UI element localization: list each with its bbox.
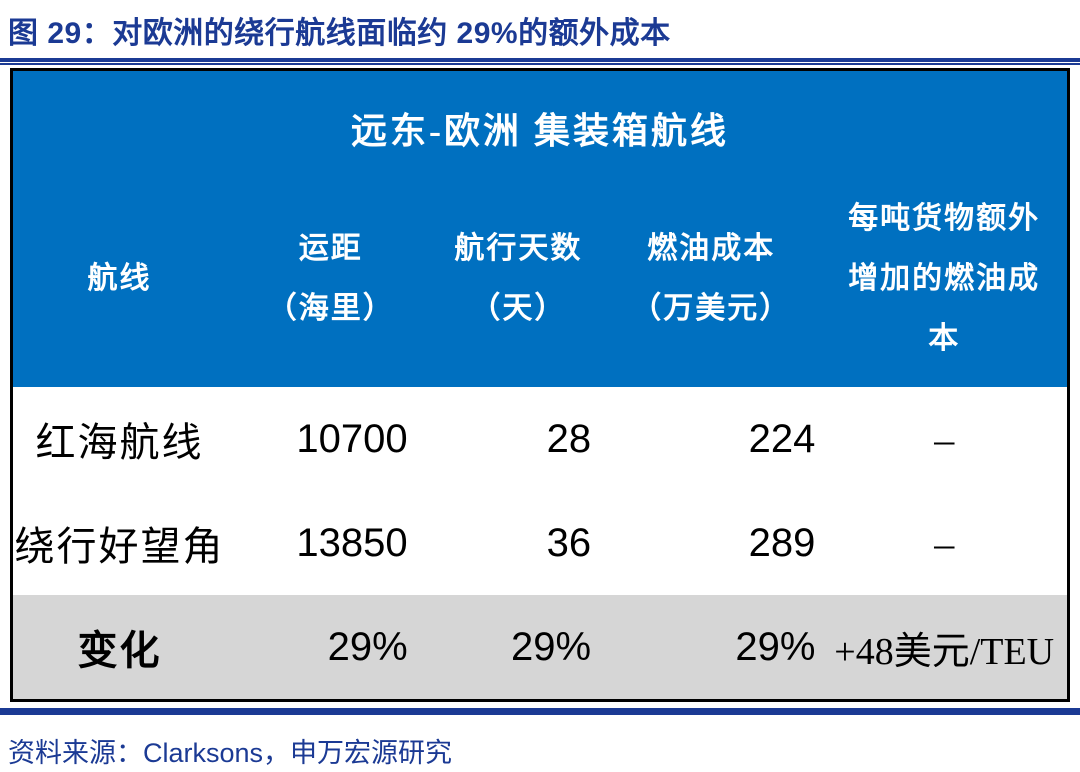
header-days-line1: 航行天数 bbox=[454, 232, 583, 265]
column-header-extra-fuel-cost: 每吨货物额外 增加的燃油成 本 bbox=[821, 181, 1067, 387]
column-header-row: 航线 运距 （海里） 航行天数 （天） 燃油成本 （万美元） bbox=[13, 181, 1067, 387]
figure-title: 图 29：对欧洲的绕行航线面临约 29%的额外成本 bbox=[8, 17, 671, 50]
cell-extra: +48美元/TEU bbox=[821, 595, 1067, 699]
cell-fuel: 29% bbox=[601, 595, 822, 699]
cell-distance: 13850 bbox=[225, 491, 436, 595]
header-days-line2: （天） bbox=[470, 292, 567, 325]
route-table: 远东-欧洲 集装箱航线 航线 运距 （海里） 航行天数 （天） 燃 bbox=[13, 71, 1067, 699]
header-extra-line1: 每吨货物额外 bbox=[848, 202, 1041, 235]
cell-extra: – bbox=[821, 491, 1067, 595]
cell-fuel: 224 bbox=[601, 387, 822, 491]
column-header-days: 航行天数 （天） bbox=[435, 181, 602, 387]
cell-route: 红海航线 bbox=[13, 387, 226, 491]
cell-days: 28 bbox=[435, 387, 602, 491]
header-extra-line2: 增加的燃油成 bbox=[848, 262, 1041, 295]
header-extra-line3: 本 bbox=[928, 322, 961, 355]
cell-extra: – bbox=[821, 387, 1067, 491]
table-row-cape-detour: 绕行好望角 13850 36 289 – bbox=[13, 491, 1067, 595]
cell-distance: 29% bbox=[225, 595, 436, 699]
report-figure-page: 图 29：对欧洲的绕行航线面临约 29%的额外成本 远东-欧洲 集装箱航线 航线 bbox=[0, 8, 1080, 772]
header-fuel-line1: 燃油成本 bbox=[647, 232, 776, 265]
header-distance-line2: （海里） bbox=[266, 292, 395, 325]
column-header-distance: 运距 （海里） bbox=[225, 181, 436, 387]
cell-fuel: 289 bbox=[601, 491, 822, 595]
bottom-rule bbox=[0, 708, 1080, 715]
header-distance-line1: 运距 bbox=[298, 232, 363, 265]
column-header-route: 航线 bbox=[13, 181, 226, 387]
source-attribution: 资料来源：Clarksons，申万宏源研究 bbox=[8, 738, 453, 768]
table-row-change: 变化 29% 29% 29% +48美元/TEU bbox=[13, 595, 1067, 699]
column-header-fuel: 燃油成本 （万美元） bbox=[601, 181, 822, 387]
cell-route: 变化 bbox=[13, 595, 226, 699]
table-title-row: 远东-欧洲 集装箱航线 bbox=[13, 71, 1067, 181]
cell-days: 29% bbox=[435, 595, 602, 699]
header-fuel-line2: （万美元） bbox=[631, 292, 792, 325]
table-title: 远东-欧洲 集装箱航线 bbox=[13, 71, 1067, 181]
route-table-container: 远东-欧洲 集装箱航线 航线 运距 （海里） 航行天数 （天） 燃 bbox=[10, 68, 1070, 702]
cell-distance: 10700 bbox=[225, 387, 436, 491]
title-rule-thick bbox=[0, 58, 1080, 62]
cell-route: 绕行好望角 bbox=[13, 491, 226, 595]
cell-days: 36 bbox=[435, 491, 602, 595]
title-rule-thin bbox=[0, 63, 1080, 65]
table-row-red-sea: 红海航线 10700 28 224 – bbox=[13, 387, 1067, 491]
header-route-label: 航线 bbox=[87, 262, 152, 295]
